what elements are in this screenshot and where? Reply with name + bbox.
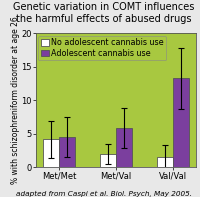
Text: adapted from Caspi et al. Biol. Psych, May 2005.: adapted from Caspi et al. Biol. Psych, M… xyxy=(16,190,192,197)
Bar xyxy=(157,157,173,167)
Y-axis label: % with schizophreniform disorder at age 26: % with schizophreniform disorder at age … xyxy=(11,17,20,184)
Bar xyxy=(59,137,75,167)
Bar xyxy=(43,139,59,167)
Text: the harmful effects of abused drugs: the harmful effects of abused drugs xyxy=(16,14,192,24)
Text: Genetic variation in COMT influences: Genetic variation in COMT influences xyxy=(13,2,195,12)
Bar xyxy=(173,78,189,167)
Legend: No adolescent cannabis use, Adolescent cannabis use: No adolescent cannabis use, Adolescent c… xyxy=(38,36,166,60)
Bar xyxy=(100,154,116,167)
Bar xyxy=(116,128,132,167)
